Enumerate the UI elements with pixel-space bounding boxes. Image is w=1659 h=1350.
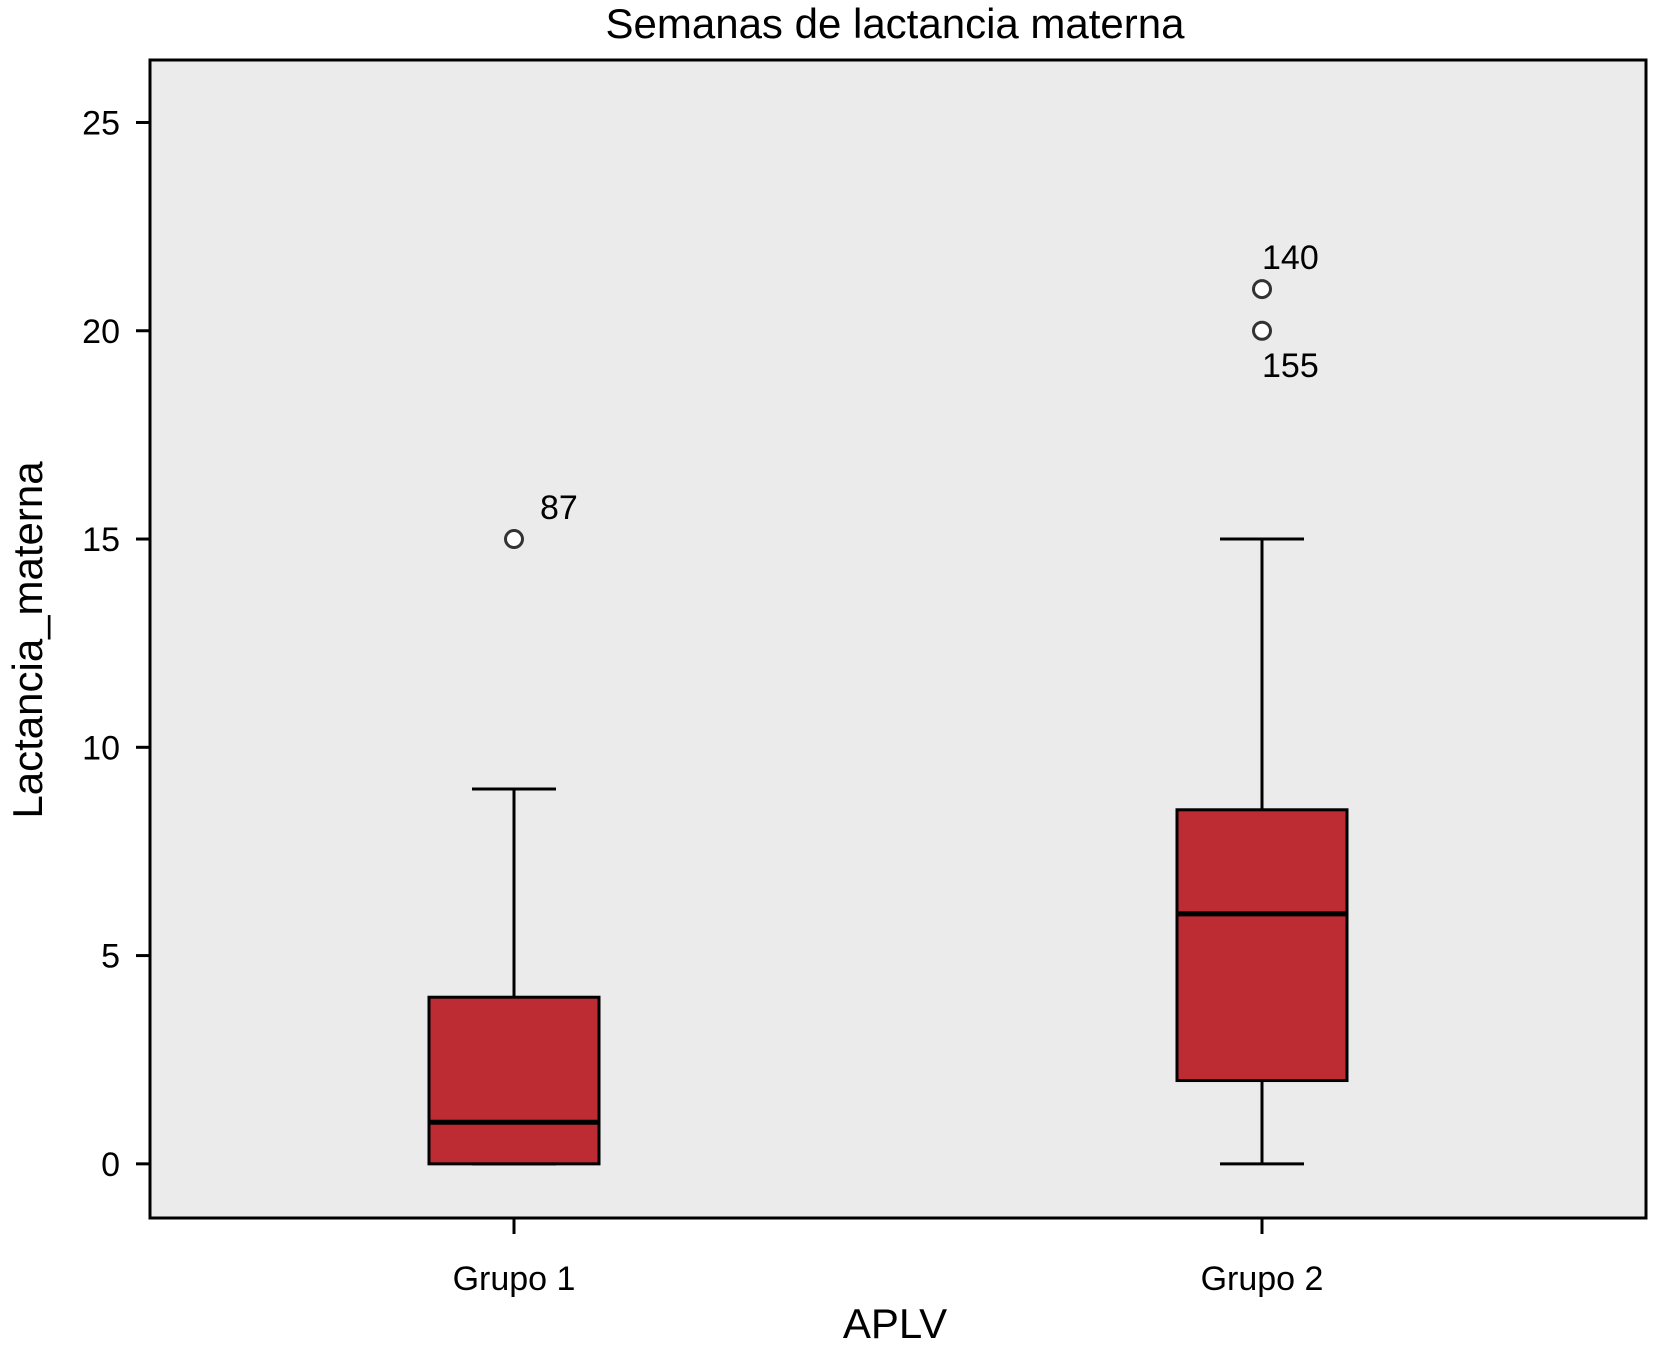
box-group: 87	[427, 489, 601, 1166]
outlier-label: 155	[1262, 347, 1319, 385]
outlier-point	[1252, 320, 1272, 341]
chart-title: Semanas de lactancia materna	[606, 0, 1186, 47]
iqr-box	[1175, 808, 1349, 1083]
y-axis-title: Lactancia_materna	[4, 461, 51, 819]
x-tick-label: Grupo 2	[1201, 1260, 1324, 1298]
plot-area	[148, 58, 1648, 1220]
outlier-label: 87	[540, 489, 578, 527]
x-tick-label: Grupo 1	[453, 1260, 576, 1298]
y-tick-label: 10	[82, 729, 120, 767]
outlier-label: 140	[1262, 239, 1319, 277]
boxes: 87 140 155	[427, 239, 1349, 1166]
y-tick-label: 5	[101, 938, 120, 976]
x-axis-title: APLV	[843, 1300, 947, 1347]
outlier-point	[1252, 279, 1272, 300]
y-tick-label: 15	[82, 521, 120, 559]
y-tick-label: 0	[101, 1146, 120, 1184]
iqr-box	[427, 995, 601, 1166]
y-tick-label: 20	[82, 313, 120, 351]
outlier-point	[504, 529, 524, 550]
y-axis: 0 5 10 15 20 25	[82, 104, 150, 1184]
x-axis: Grupo 1 Grupo 2	[453, 1218, 1324, 1298]
box-group: 140 155	[1175, 239, 1349, 1166]
y-tick-label: 25	[82, 104, 120, 142]
